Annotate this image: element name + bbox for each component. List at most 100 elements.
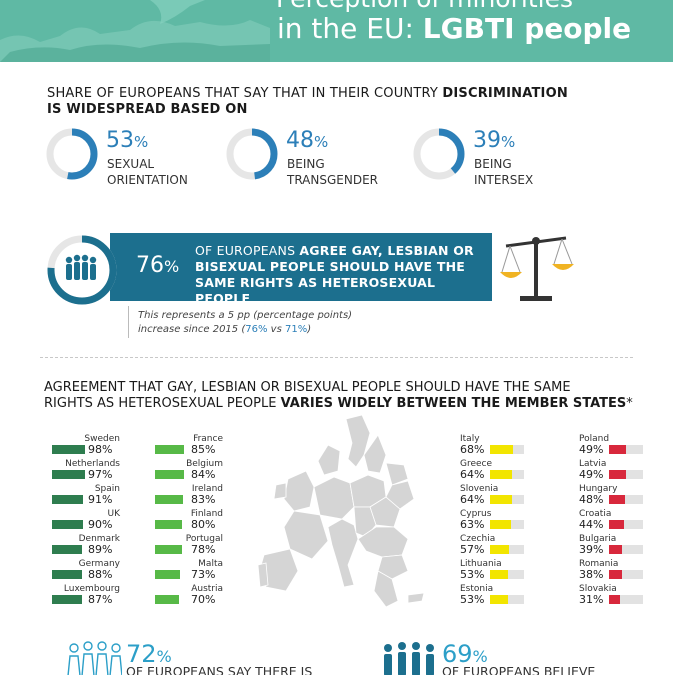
country-value: 83%	[191, 493, 216, 506]
country-value: 78%	[191, 543, 216, 556]
country-bar	[52, 520, 83, 529]
stat-value: 53%	[106, 128, 149, 153]
country-row-uk: UK 90%	[52, 509, 120, 531]
country-row-finland: Finland 80%	[155, 509, 223, 531]
country-bar	[609, 470, 626, 479]
donut-sexual-orientation	[46, 128, 98, 180]
banner-text: OF EUROPEANS AGREE GAY, LESBIAN OR BISEX…	[195, 243, 474, 306]
donut-transgender	[226, 128, 278, 180]
country-name: Austria	[191, 584, 223, 594]
country-value: 97%	[88, 468, 113, 481]
people-icon-left	[67, 641, 122, 675]
stat-label: SEXUAL ORIENTATION	[107, 157, 188, 187]
country-value: 57%	[460, 543, 485, 556]
country-row-malta: Malta 73%	[155, 559, 223, 581]
country-row-greece: Greece 64%	[446, 459, 524, 481]
country-bar	[609, 595, 620, 604]
country-name: Belgium	[186, 459, 223, 469]
country-name: Finland	[190, 509, 223, 519]
country-name: Denmark	[78, 534, 120, 544]
country-bar	[490, 595, 509, 604]
member-states-heading: AGREEMENT THAT GAY, LESBIAN OR BISEXUAL …	[44, 380, 633, 411]
country-row-hungary: Hungary 48%	[565, 484, 643, 506]
stat-72-text: OF EUROPEANS SAY THERE IS	[126, 664, 313, 675]
country-value: 98%	[88, 443, 113, 456]
country-value: 63%	[460, 518, 485, 531]
country-bar	[490, 495, 512, 504]
donut-intersex	[413, 128, 465, 180]
country-name: Ireland	[191, 484, 223, 494]
eu-map	[258, 415, 425, 608]
country-value: 48%	[579, 493, 604, 506]
country-value: 64%	[460, 493, 485, 506]
country-name: Greece	[460, 459, 493, 469]
country-bar-track	[609, 520, 643, 529]
country-value: 64%	[460, 468, 485, 481]
country-value: 91%	[88, 493, 113, 506]
header-title-top: Perception of minorities	[276, 0, 573, 13]
country-name: Slovenia	[460, 484, 499, 494]
country-value: 73%	[191, 568, 216, 581]
country-row-croatia: Croatia 44%	[565, 509, 643, 531]
stat-label: BEING TRANSGENDER	[287, 157, 379, 187]
header-banner: Perception of minorities in the EU: LGBT…	[0, 0, 673, 62]
country-name: UK	[107, 509, 121, 519]
country-name: Lithuania	[460, 559, 502, 569]
country-row-cyprus: Cyprus 63%	[446, 509, 524, 531]
country-row-netherlands: Netherlands 97%	[52, 459, 120, 481]
country-bar-track	[609, 495, 643, 504]
country-row-lithuania: Lithuania 53%	[446, 559, 524, 581]
country-value: 87%	[88, 593, 113, 606]
country-bar	[52, 545, 83, 554]
country-bar	[155, 445, 184, 454]
country-row-slovenia: Slovenia 64%	[446, 484, 524, 506]
stat-72-value: 72%	[126, 640, 172, 668]
country-value: 38%	[579, 568, 604, 581]
country-value: 89%	[88, 543, 113, 556]
header-title: in the EU: LGBTI people	[277, 12, 632, 45]
increase-note: This represents a 5 pp (percentage point…	[138, 310, 353, 335]
country-row-latvia: Latvia 49%	[565, 459, 643, 481]
country-row-poland: Poland 49%	[565, 434, 643, 456]
country-row-slovakia: Slovakia 31%	[565, 584, 643, 606]
country-name: Romania	[579, 559, 619, 569]
country-value: 88%	[88, 568, 113, 581]
banner-value: 76%	[136, 253, 180, 278]
country-name: Malta	[198, 559, 223, 569]
country-row-portugal: Portugal 78%	[155, 534, 223, 556]
country-bar	[52, 470, 85, 479]
country-row-germany: Germany 88%	[52, 559, 120, 581]
country-bar-track	[609, 595, 643, 604]
country-bar	[52, 570, 82, 579]
country-bar	[490, 445, 514, 454]
stat-value: 39%	[473, 128, 516, 153]
country-row-spain: Spain 91%	[52, 484, 120, 506]
country-row-france: France 85%	[155, 434, 223, 456]
country-row-estonia: Estonia 53%	[446, 584, 524, 606]
country-bar	[155, 520, 183, 529]
country-row-sweden: Sweden 98%	[52, 434, 120, 456]
country-row-austria: Austria 70%	[155, 584, 223, 606]
country-name: Germany	[78, 559, 120, 569]
country-value: 49%	[579, 468, 604, 481]
country-value: 49%	[579, 443, 604, 456]
people-icon-right	[384, 642, 434, 675]
country-bar	[52, 595, 82, 604]
country-name: France	[193, 434, 223, 444]
people-group-icon	[47, 235, 117, 305]
country-bar	[490, 570, 509, 579]
scales-of-justice-icon	[500, 236, 574, 301]
country-name: Bulgaria	[579, 534, 617, 544]
country-bar-track	[609, 545, 643, 554]
country-name: Slovakia	[579, 584, 617, 594]
stat-69: 69% OF EUROPEANS BELIEVE	[442, 640, 595, 675]
country-name: Spain	[94, 484, 120, 494]
country-bar	[155, 545, 182, 554]
country-name: Estonia	[460, 584, 494, 594]
country-value: 31%	[579, 593, 604, 606]
country-name: Poland	[579, 434, 610, 444]
country-row-belgium: Belgium 84%	[155, 459, 223, 481]
country-bar	[609, 570, 622, 579]
country-name: Portugal	[185, 534, 223, 544]
country-bar	[609, 520, 624, 529]
